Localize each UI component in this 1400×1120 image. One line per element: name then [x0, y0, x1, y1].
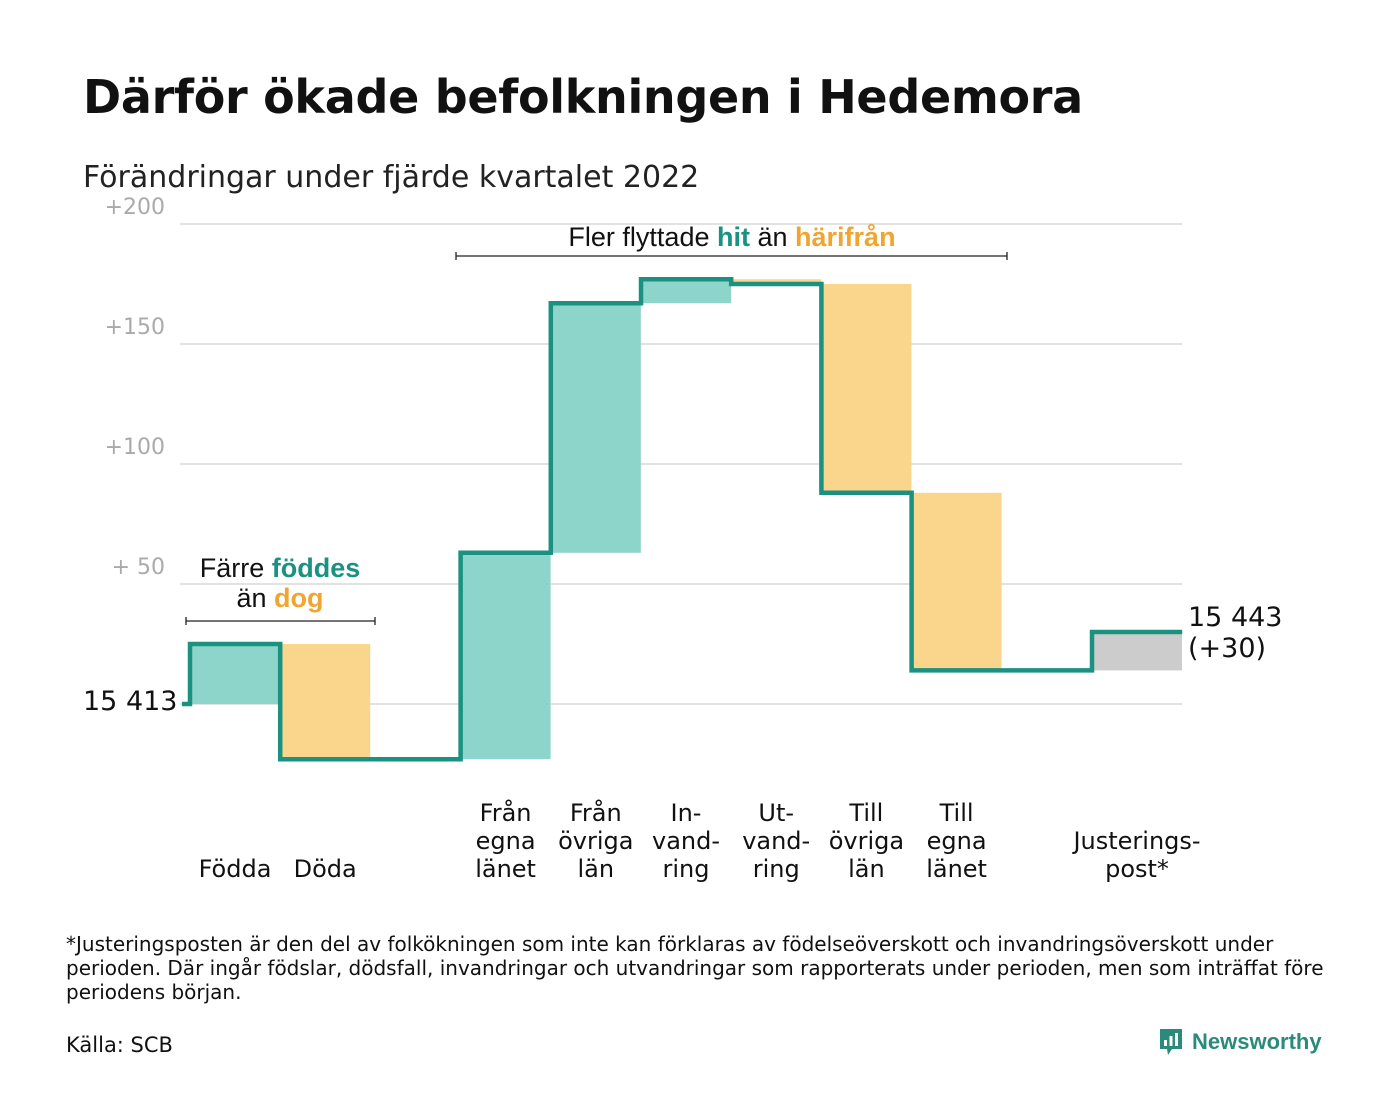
- category-label-line: länet: [475, 855, 536, 883]
- y-tick-label: +200: [105, 195, 165, 220]
- chart-title: Därför ökade befolkningen i Hedemora: [83, 70, 1083, 124]
- waterfall-bar: [911, 492, 1002, 671]
- category-label-line: övriga: [558, 827, 633, 855]
- category-label: Döda: [294, 855, 357, 883]
- end-value-label: 15 443 (+30): [1188, 602, 1282, 664]
- moves-annotation-pre: Fler flyttade: [568, 222, 717, 252]
- category-label: Ut-vand-ring: [742, 799, 810, 883]
- waterfall-bar: [641, 279, 731, 304]
- newsworthy-logo: Newsworthy: [1158, 1027, 1322, 1057]
- category-label-line: In-: [671, 799, 702, 827]
- end-value: 15 443: [1188, 602, 1283, 633]
- waterfall-bar: [280, 644, 371, 760]
- category-label-line: Från: [480, 798, 532, 827]
- category-label-line: post*: [1105, 855, 1169, 883]
- y-tick-label: + 50: [112, 555, 165, 580]
- births-annotation-pre: Färre: [199, 553, 272, 583]
- category-label: Från övriga län: [558, 798, 633, 883]
- newsworthy-logo-icon: [1160, 1029, 1182, 1055]
- category-label-line: vand-: [652, 827, 720, 855]
- chart-subtitle: Förändringar under fjärde kvartalet 2022: [83, 160, 700, 195]
- logo-text: Newsworthy: [1192, 1029, 1322, 1054]
- category-label-line: Till: [939, 799, 974, 827]
- category-label-line: Justerings-: [1071, 827, 1200, 855]
- category-label-line: Till: [848, 799, 883, 827]
- category-label-line: egna: [927, 827, 987, 855]
- y-tick-label: +150: [105, 315, 165, 340]
- moves-annotation-mid: än: [749, 222, 796, 252]
- births-annotation-highlight-births: föddes: [271, 553, 361, 583]
- category-label-line: Från: [570, 798, 622, 827]
- y-tick-label: +100: [105, 435, 165, 460]
- category-label: Justerings-post*: [1071, 827, 1200, 883]
- moves-annotation: Fler flyttade hit än härifrån: [456, 222, 1008, 252]
- category-label: Födda: [199, 855, 272, 883]
- source-label: Källa: SCB: [66, 1033, 173, 1057]
- waterfall-bar: [550, 303, 641, 553]
- moves-annotation-highlight-out: härifrån: [795, 222, 896, 252]
- category-label: In-vand-ring: [652, 799, 720, 883]
- cumulative-step-line: [182, 276, 1183, 762]
- start-value-label: 15 413: [83, 686, 178, 717]
- category-label-line: vand-: [742, 827, 810, 855]
- category-label: Från egna länet: [475, 798, 536, 883]
- moves-annotation-highlight-in: hit: [716, 222, 750, 252]
- category-label-line: egna: [476, 827, 536, 855]
- births-annotation: Färre föddes än dog: [180, 553, 380, 613]
- births-annotation-highlight-deaths: dog: [274, 583, 324, 613]
- waterfall-bar: [731, 279, 822, 284]
- category-label-line: övriga: [829, 827, 904, 855]
- category-label-line: Ut-: [758, 799, 794, 827]
- category-label-line: Födda: [199, 855, 272, 883]
- footnote: *Justeringsposten är den del av folkökni…: [66, 932, 1324, 1004]
- waterfall-bar: [821, 284, 912, 493]
- category-label-line: län: [578, 855, 615, 883]
- category-label: Till egna länet: [926, 799, 987, 883]
- waterfall-bar: [460, 552, 551, 760]
- waterfall-bar: [1092, 632, 1182, 671]
- category-label-line: Döda: [294, 855, 357, 883]
- category-label: Till övriga län: [829, 799, 904, 883]
- births-annotation-mid: än: [236, 583, 275, 613]
- waterfall-bar: [190, 644, 280, 704]
- category-label-line: ring: [753, 855, 800, 883]
- category-label-line: länet: [926, 855, 987, 883]
- net-change: (+30): [1188, 633, 1267, 664]
- category-label-line: län: [848, 855, 885, 883]
- category-label-line: ring: [663, 855, 710, 883]
